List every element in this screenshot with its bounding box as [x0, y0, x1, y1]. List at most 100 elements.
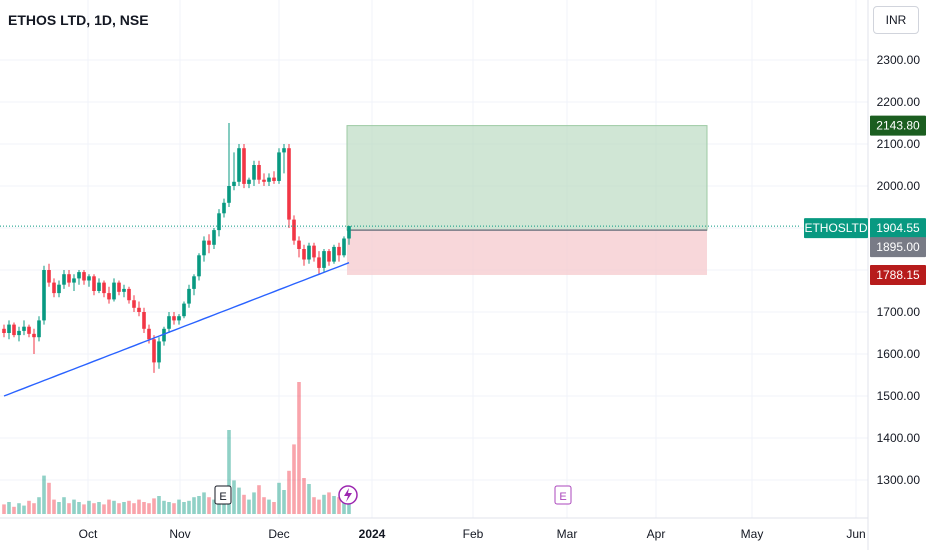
x-tick-label: Feb — [463, 527, 484, 541]
y-tick-label: 1300.00 — [877, 473, 921, 487]
last-price-label: 1904.55 — [876, 221, 920, 235]
volume-bar — [272, 502, 276, 514]
volume-bar — [172, 503, 176, 514]
y-tick-label: 2000.00 — [877, 179, 921, 193]
volume-bar — [72, 499, 76, 514]
candle-body — [57, 284, 61, 294]
volume-bars — [2, 382, 351, 514]
volume-bar — [312, 497, 316, 514]
y-tick-label: 1600.00 — [877, 347, 921, 361]
chart-title: ETHOS LTD, 1D, NSE — [8, 12, 149, 28]
stop-zone — [347, 230, 707, 275]
volume-bar — [182, 502, 186, 514]
volume-bar — [87, 500, 91, 514]
x-tick-label: Dec — [268, 527, 289, 541]
volume-bar — [117, 503, 121, 514]
time-axis[interactable]: Oct Nov Dec 2024 Feb Mar Apr May Jun — [79, 527, 866, 541]
volume-bar — [22, 505, 26, 514]
candle-body — [317, 257, 321, 268]
volume-bar — [347, 499, 351, 514]
candle-body — [67, 274, 71, 283]
candle-body — [257, 165, 261, 180]
entry-price-label: 1895.00 — [876, 240, 920, 254]
y-tick-label: 2200.00 — [877, 95, 921, 109]
candle-body — [162, 328, 166, 342]
currency-button[interactable]: INR — [873, 6, 919, 34]
candle-body — [107, 293, 111, 300]
candle-body — [87, 276, 91, 281]
volume-bar — [287, 470, 291, 514]
volume-bar — [187, 500, 191, 514]
candle-body — [182, 303, 186, 317]
candle-body — [27, 326, 31, 334]
volume-bar — [52, 499, 56, 514]
candle-body — [102, 282, 106, 294]
candle-body — [292, 219, 296, 241]
candle-body — [47, 270, 51, 283]
volume-bar — [202, 492, 206, 514]
x-tick-label: Nov — [169, 527, 190, 541]
target-price-label: 2143.80 — [876, 119, 920, 133]
y-tick-label: 1500.00 — [877, 389, 921, 403]
candle-body — [137, 307, 141, 312]
y-tick-label: 2100.00 — [877, 137, 921, 151]
volume-bar — [122, 502, 126, 514]
lightning-icon — [344, 488, 352, 502]
volume-bar — [92, 503, 96, 514]
earnings-marker — [214, 485, 232, 505]
volume-bar — [82, 504, 86, 514]
candle-body — [82, 272, 86, 281]
candle-body — [52, 282, 56, 294]
candle-body — [237, 148, 241, 182]
volume-bar — [292, 444, 296, 514]
volume-bar — [152, 498, 156, 514]
volume-bar — [192, 497, 196, 514]
x-tick-label: Mar — [557, 527, 578, 541]
candle-body — [207, 240, 211, 245]
volume-bar — [332, 496, 336, 514]
last-price-label-bg — [870, 218, 926, 239]
volume-bar — [212, 499, 216, 514]
earnings-marker-label: E — [219, 491, 226, 503]
candle-body — [227, 186, 231, 203]
volume-bar — [242, 494, 246, 514]
candle-body — [232, 181, 236, 186]
candle-body — [327, 251, 331, 262]
target-price-label-bg — [870, 115, 926, 136]
volume-bar — [252, 492, 256, 514]
candle-body — [42, 270, 46, 321]
volume-bar — [112, 500, 116, 514]
candle-body — [127, 288, 131, 301]
volume-bar — [162, 500, 166, 514]
candle-body — [37, 320, 41, 338]
candle-body — [282, 148, 286, 153]
candle-body — [342, 238, 346, 256]
candle-body — [337, 246, 341, 256]
candle-body — [262, 179, 266, 182]
position-zones[interactable] — [346, 125, 708, 275]
volume-bar — [177, 499, 181, 514]
candle-body — [312, 245, 316, 258]
symbol-label-bg — [804, 218, 868, 239]
candle-body — [322, 251, 326, 268]
candle-body — [112, 282, 116, 300]
volume-bar — [247, 499, 251, 514]
volume-bar — [57, 502, 61, 514]
volume-bar — [102, 504, 106, 514]
candle-body — [217, 213, 221, 231]
candle-body — [187, 288, 191, 304]
candle-body — [252, 165, 256, 180]
volume-bar — [327, 492, 331, 514]
volume-bar — [137, 499, 141, 514]
volume-bar — [237, 487, 241, 514]
volume-bar — [337, 497, 341, 514]
price-labels: 2143.80 1904.55 1895.00 1788.15 ETHOSLTD — [804, 115, 926, 285]
volume-bar — [42, 475, 46, 514]
volume-bar — [222, 496, 226, 514]
volume-bar — [37, 497, 41, 514]
price-axis[interactable]: 2300.002200.002100.002000.001900.001800.… — [877, 53, 921, 487]
candles — [2, 123, 351, 373]
